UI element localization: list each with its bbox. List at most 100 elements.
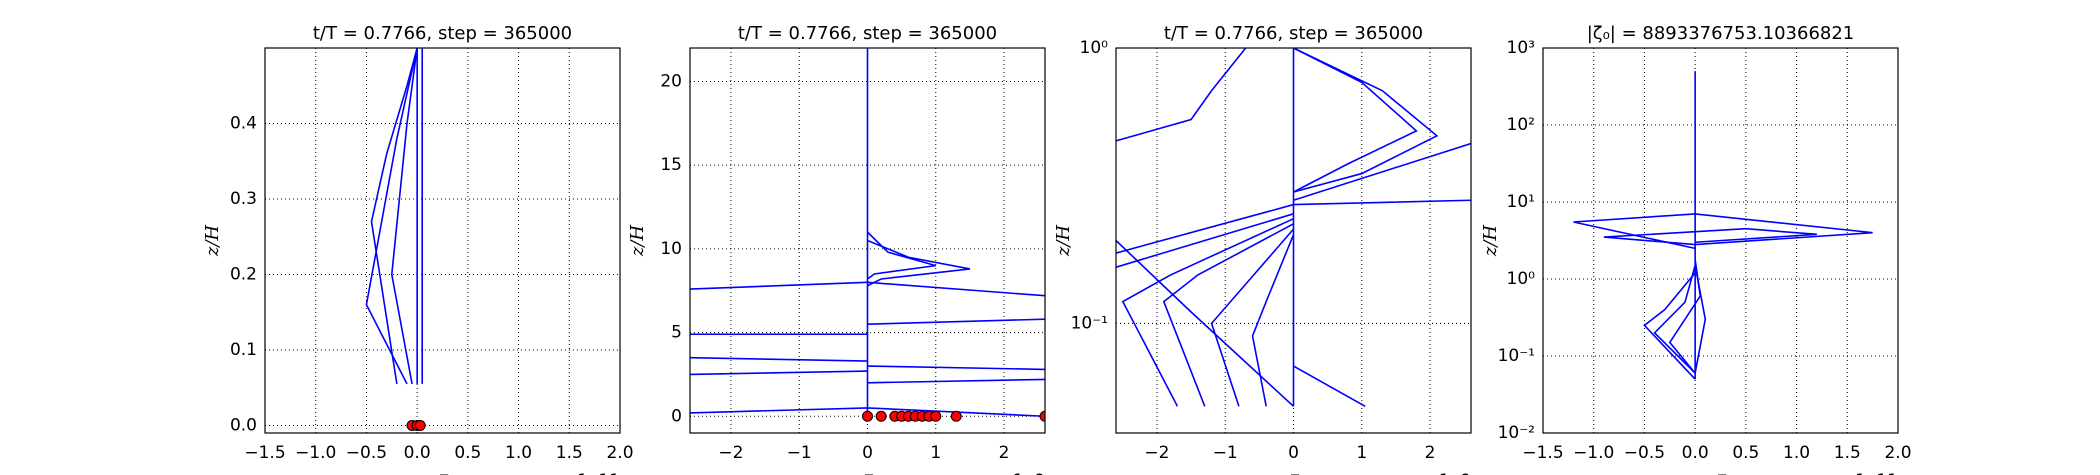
x-tick-label: −1.5	[1522, 443, 1563, 463]
x-tick-label: −1.0	[1573, 443, 1614, 463]
x-tick-label: 1.0	[1783, 443, 1810, 463]
y-tick-label: 10⁰	[1080, 38, 1109, 58]
x-tick-label: 1	[930, 443, 941, 463]
y-tick-label: 10⁰	[1507, 269, 1536, 289]
y-tick-label: 0	[671, 406, 682, 426]
profile-line	[1694, 265, 1707, 374]
profile-line	[1643, 272, 1696, 380]
y-tick-label: 15	[660, 155, 682, 175]
x-tick-label: 1.0	[505, 443, 532, 463]
x-offset-label: 1e11	[577, 471, 620, 475]
chart-title: t/T = 0.7766, step = 365000	[738, 23, 997, 44]
x-offset-label: 1e9	[1439, 471, 1471, 475]
x-tick-label: −1.0	[295, 443, 336, 463]
point	[414, 419, 426, 431]
profile-line	[1573, 213, 1873, 250]
profile-line	[390, 48, 418, 385]
profile-line	[867, 365, 1045, 371]
x-tick-label: 0.0	[404, 443, 431, 463]
x-tick-label: −1	[787, 443, 812, 463]
y-tick-label: 20	[660, 71, 682, 91]
profile-line	[867, 239, 971, 287]
x-tick-label: 2	[999, 443, 1010, 463]
x-tick-label: 1	[1356, 443, 1367, 463]
x-tick-label: −0.5	[346, 443, 387, 463]
axes-frame	[689, 47, 1046, 434]
y-tick-label: 10⁻¹	[1071, 313, 1108, 333]
chart-title: t/T = 0.7766, step = 365000	[313, 23, 572, 44]
y-tick-label: 10¹	[1507, 192, 1535, 212]
x-tick-label: 2.0	[1884, 443, 1911, 463]
y-tick-label: 0.1	[230, 340, 257, 360]
axes-frame	[1542, 47, 1899, 434]
profile-line	[1293, 48, 1418, 193]
profile-line	[867, 318, 1045, 325]
y-tick-label: 5	[671, 323, 682, 343]
axes-frame	[1115, 47, 1472, 434]
y-tick-label: 10²	[1507, 115, 1535, 135]
x-tick-label: 0	[862, 443, 873, 463]
y-tick-label: 10	[660, 239, 682, 259]
x-tick-label: 1.5	[1834, 443, 1861, 463]
x-offset-label: 1e11	[1855, 471, 1898, 475]
profile-line	[690, 407, 1045, 418]
profile-line	[1293, 48, 1439, 193]
point	[875, 410, 887, 422]
profile-line	[1116, 199, 1471, 254]
x-axis-label: ζ	[1716, 472, 1727, 475]
x-offset-label: 1e9	[1013, 471, 1045, 475]
profile-line	[1162, 223, 1294, 407]
profile-line	[1293, 365, 1366, 408]
y-tick-label: 0.4	[230, 113, 257, 133]
y-axis-label: z/H	[1480, 225, 1501, 258]
plot-area	[365, 48, 426, 431]
y-axis-label: z/H	[1053, 225, 1074, 258]
point	[930, 410, 942, 422]
profile-line	[1116, 213, 1294, 268]
profile-line	[690, 356, 868, 362]
x-tick-label: 0.0	[1682, 443, 1709, 463]
plot-area	[1116, 48, 1471, 408]
profile-line	[866, 231, 936, 280]
profile-line	[370, 48, 418, 385]
y-tick-label: 10⁻²	[1498, 423, 1535, 443]
y-tick-label: 0.0	[230, 415, 257, 435]
x-tick-label: 2	[1425, 443, 1436, 463]
plot-area	[1573, 71, 1873, 380]
y-tick-label: 10³	[1507, 38, 1535, 58]
y-tick-label: 0.2	[230, 264, 257, 284]
point	[862, 410, 873, 422]
chart-title: |ζ₀| = 8893376753.10366821	[1587, 23, 1855, 44]
x-axis-label: ζ	[438, 472, 449, 475]
profile-line	[1293, 142, 1471, 202]
x-axis-label: ζ	[863, 472, 874, 475]
x-tick-label: 0	[1288, 443, 1299, 463]
profile-line	[1653, 265, 1696, 374]
x-tick-label: −0.5	[1624, 443, 1665, 463]
y-tick-label: 0.3	[230, 189, 257, 209]
x-tick-label: −2	[1144, 443, 1169, 463]
profile-line	[690, 370, 868, 376]
x-axis-label: ζ	[1289, 472, 1300, 475]
profile-line	[690, 281, 868, 290]
profile-line	[365, 48, 418, 385]
profile-line	[1116, 239, 1295, 407]
profile-line	[867, 378, 1045, 384]
chart-title: t/T = 0.7766, step = 365000	[1164, 23, 1423, 44]
profile-line	[1251, 234, 1295, 407]
panel: −2 −1 0 1 2 10⁻¹ 10⁰ t/T = 0.7766, step = 36500…	[1053, 23, 1472, 475]
y-axis-label: z/H	[202, 225, 223, 258]
profile-line	[1603, 227, 1817, 246]
profile-line	[1210, 228, 1295, 407]
x-tick-label: −2	[718, 443, 743, 463]
panel: −1.5 −1.0 −0.5 0.0 0.5 1.0 1.5 2.0 10⁻² 10⁻¹ 10⁰ 10…	[1480, 23, 1912, 475]
panel: −1.5 −1.0 −0.5 0.0 0.5 1.0 1.5 2.0 0.0 0.1 0.2 0.3 0…	[202, 23, 634, 475]
y-tick-label: 10⁻¹	[1498, 346, 1535, 366]
profile-line	[1116, 48, 1247, 142]
x-tick-label: −1.5	[244, 443, 285, 463]
point	[950, 410, 962, 422]
x-tick-label: 2.0	[606, 443, 633, 463]
plot-area	[690, 48, 1045, 422]
